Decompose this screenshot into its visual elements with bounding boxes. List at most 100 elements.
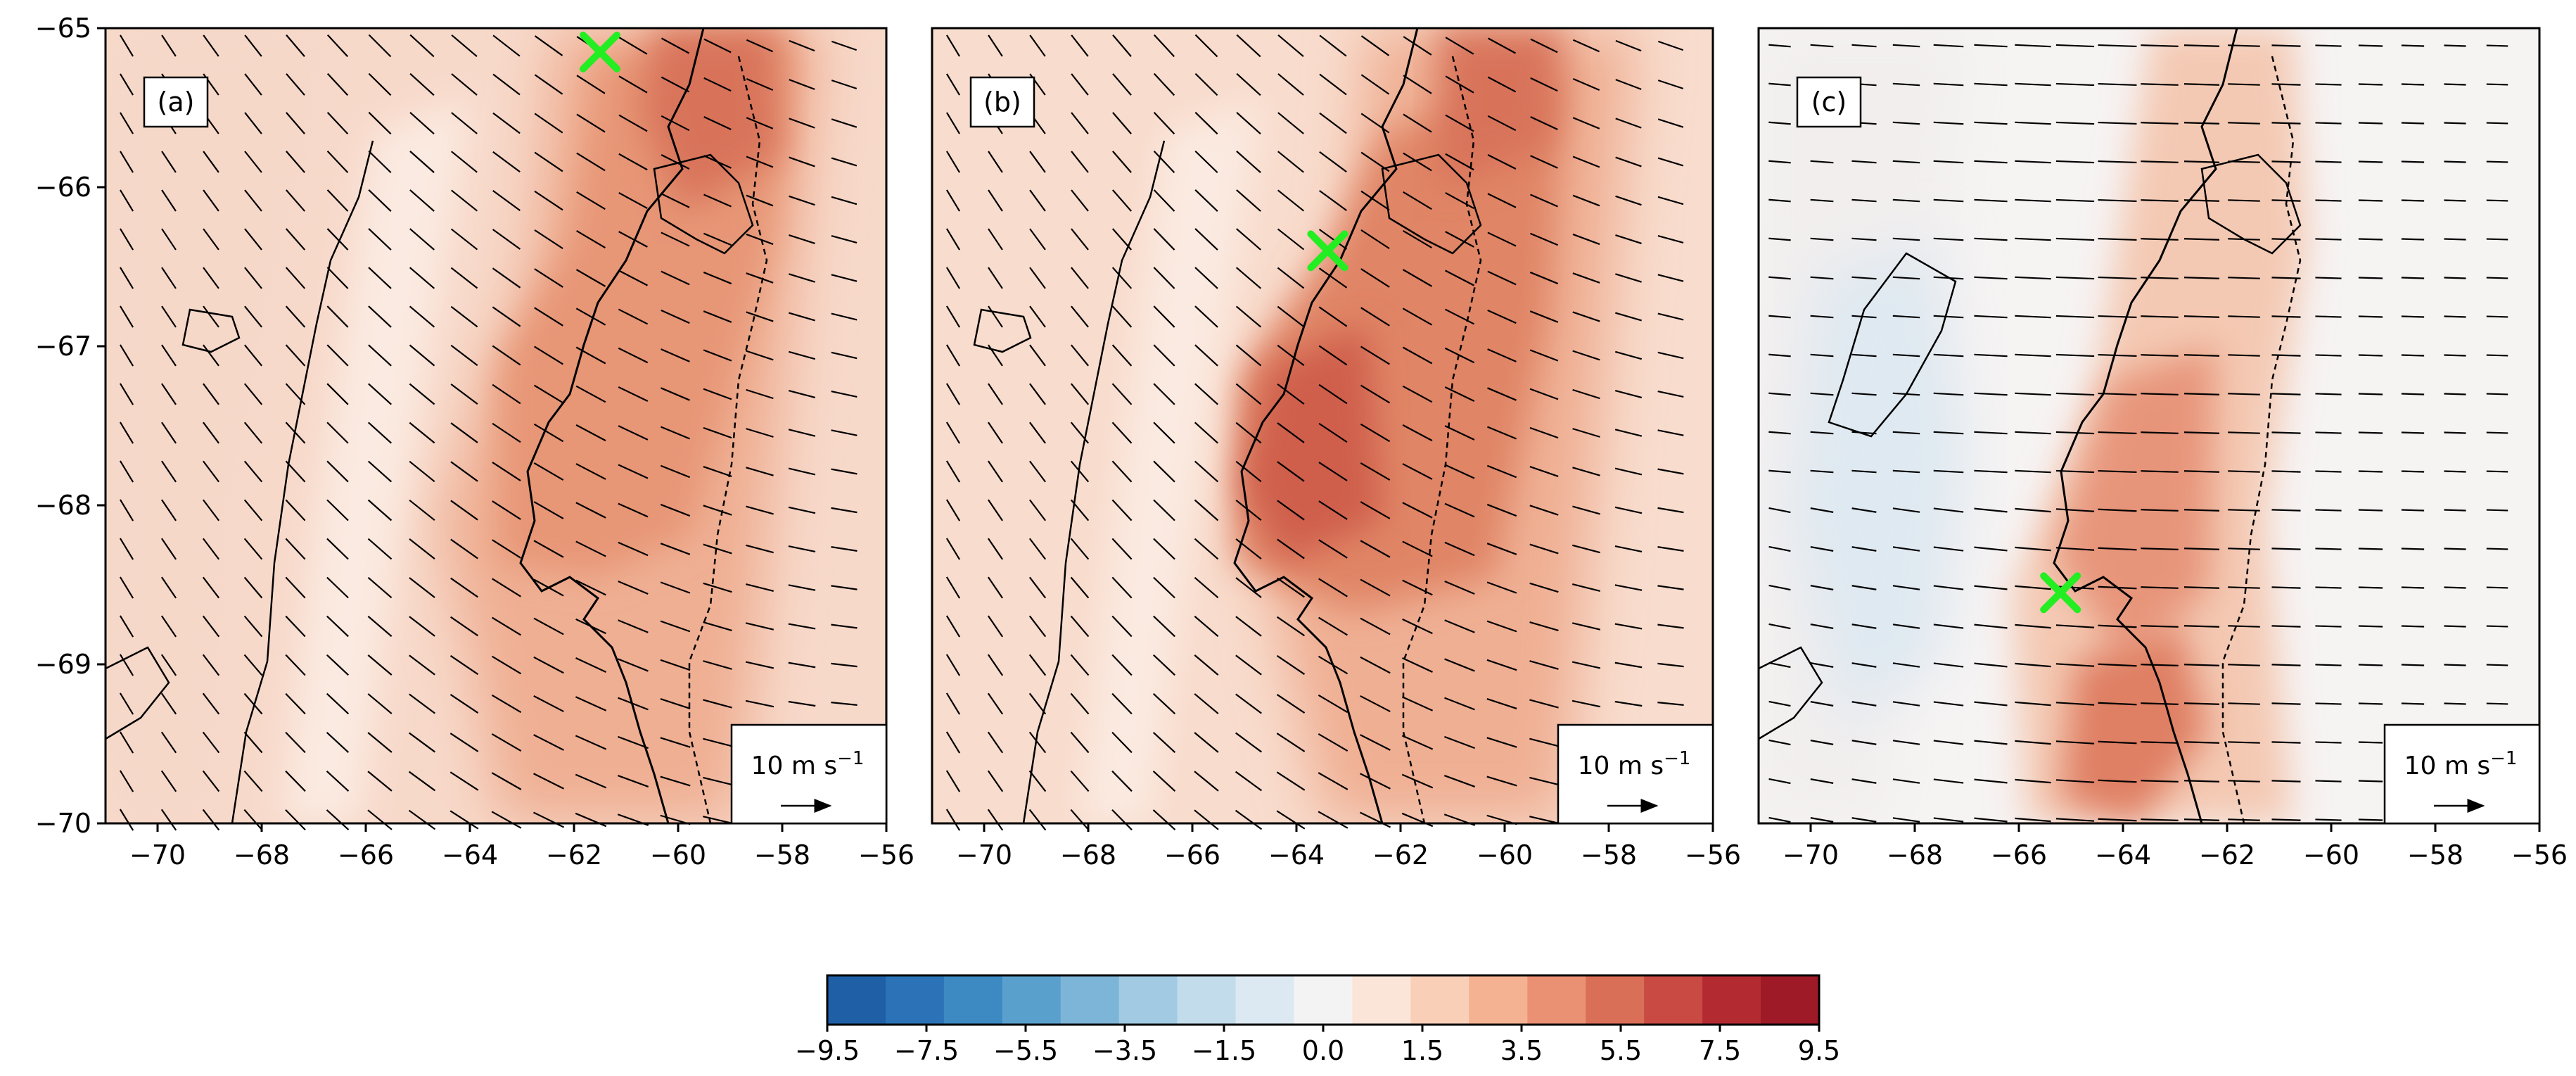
wind-vector — [618, 541, 649, 557]
wind-vector — [1974, 160, 2008, 164]
wind-vector — [746, 39, 774, 53]
wind-vector — [831, 157, 857, 167]
wind-vector — [1933, 237, 1964, 241]
wind-vector — [409, 151, 435, 173]
wind-vector — [945, 305, 961, 328]
wind-vector — [1360, 695, 1391, 713]
colorbar-tick-label: 1.5 — [1401, 1035, 1443, 1066]
wind-vector — [1530, 155, 1558, 169]
wind-vector — [2015, 315, 2051, 319]
x-tick-label: −58 — [2407, 840, 2463, 871]
wind-vector — [2183, 431, 2220, 434]
wind-vector — [1892, 82, 1920, 87]
wind-vector — [1402, 657, 1433, 673]
wind-vector — [1070, 770, 1090, 792]
wind-vector — [1403, 152, 1432, 172]
wind-vector — [119, 692, 134, 715]
wind-vector — [1657, 235, 1684, 243]
colorbar-tick-label: −3.5 — [1092, 1035, 1157, 1066]
wind-vector — [1768, 507, 1791, 514]
wind-vector — [1444, 580, 1475, 595]
wind-vector — [2015, 44, 2051, 48]
wind-vector — [1070, 538, 1090, 560]
wind-vector — [285, 731, 306, 754]
wind-vector — [367, 460, 393, 483]
wind-vector — [160, 499, 177, 521]
wind-vector — [1572, 544, 1600, 554]
wind-vector — [1657, 351, 1684, 360]
wind-vector — [409, 111, 435, 135]
wind-vector — [1487, 348, 1517, 362]
wind-vector — [660, 620, 691, 633]
wind-vector — [1028, 615, 1047, 638]
wind-vector — [1401, 735, 1434, 750]
wind-vector — [2486, 625, 2508, 628]
y-tick-label: −68 — [35, 490, 91, 521]
wind-vector — [703, 155, 732, 169]
wind-vector — [2015, 276, 2051, 280]
wind-vector — [945, 73, 961, 96]
wind-vector — [2358, 818, 2383, 821]
wind-vector — [575, 463, 606, 480]
x-tick-label: −68 — [1887, 840, 1943, 871]
wind-vector — [2315, 44, 2342, 47]
wind-vector — [1572, 194, 1600, 207]
wind-vector — [1194, 111, 1218, 135]
wind-vector — [1402, 618, 1433, 635]
wind-vector — [1768, 431, 1791, 435]
wind-vector — [988, 34, 1003, 57]
wind-vector — [450, 305, 478, 328]
wind-vector — [2358, 160, 2383, 163]
wind-vector — [1614, 389, 1643, 399]
wind-vector — [243, 809, 263, 831]
colorbar-swatch — [1586, 975, 1645, 1025]
wind-vector — [1070, 499, 1090, 521]
wind-vector — [1277, 151, 1304, 173]
wind-vector — [2015, 198, 2051, 203]
wind-vector — [326, 692, 350, 715]
wind-vector — [1529, 816, 1559, 824]
wind-vector — [243, 460, 263, 483]
wind-vector — [2444, 277, 2466, 279]
wind-vector — [492, 578, 521, 597]
wind-vector — [661, 426, 690, 440]
wind-vector — [1153, 538, 1175, 560]
wind-vector — [2271, 431, 2301, 434]
panel-label-box-b: (b) — [969, 76, 1035, 128]
wind-vector — [161, 267, 177, 289]
wind-vector — [491, 733, 522, 752]
wind-vector — [1892, 662, 1920, 668]
wind-vector — [618, 619, 649, 633]
wind-vector — [945, 692, 961, 715]
wind-vector — [945, 34, 961, 57]
panel-a: (a) 10 m s−1 — [104, 27, 888, 831]
wind-vector — [2015, 624, 2051, 629]
wind-vector — [2228, 509, 2260, 512]
wind-vector — [1153, 189, 1175, 212]
wind-vector — [945, 344, 961, 367]
wind-vector — [119, 770, 134, 792]
wind-vector — [2141, 509, 2179, 512]
wind-vector — [1071, 305, 1089, 328]
wind-vector — [2055, 702, 2095, 706]
wind-vector — [1360, 268, 1390, 288]
wind-vector — [660, 581, 691, 594]
wind-vector — [2015, 82, 2051, 87]
wind-vector — [1277, 73, 1304, 96]
wind-vector — [703, 388, 732, 400]
wind-vector — [2098, 469, 2137, 474]
wind-vector — [244, 34, 262, 57]
wind-vector — [285, 267, 306, 289]
wind-vector — [1892, 740, 1920, 745]
wind-vector — [1318, 500, 1348, 520]
wind-vector — [1235, 344, 1262, 367]
wind-vector — [1657, 429, 1684, 436]
wind-vector — [326, 771, 350, 792]
wind-vector — [1402, 269, 1433, 287]
wind-vector — [1360, 229, 1390, 250]
wind-vector — [2486, 509, 2508, 512]
wind-vector — [945, 654, 961, 676]
wind-vector — [2055, 779, 2095, 783]
wind-vector — [2444, 393, 2466, 395]
wind-vector — [1933, 469, 1964, 474]
